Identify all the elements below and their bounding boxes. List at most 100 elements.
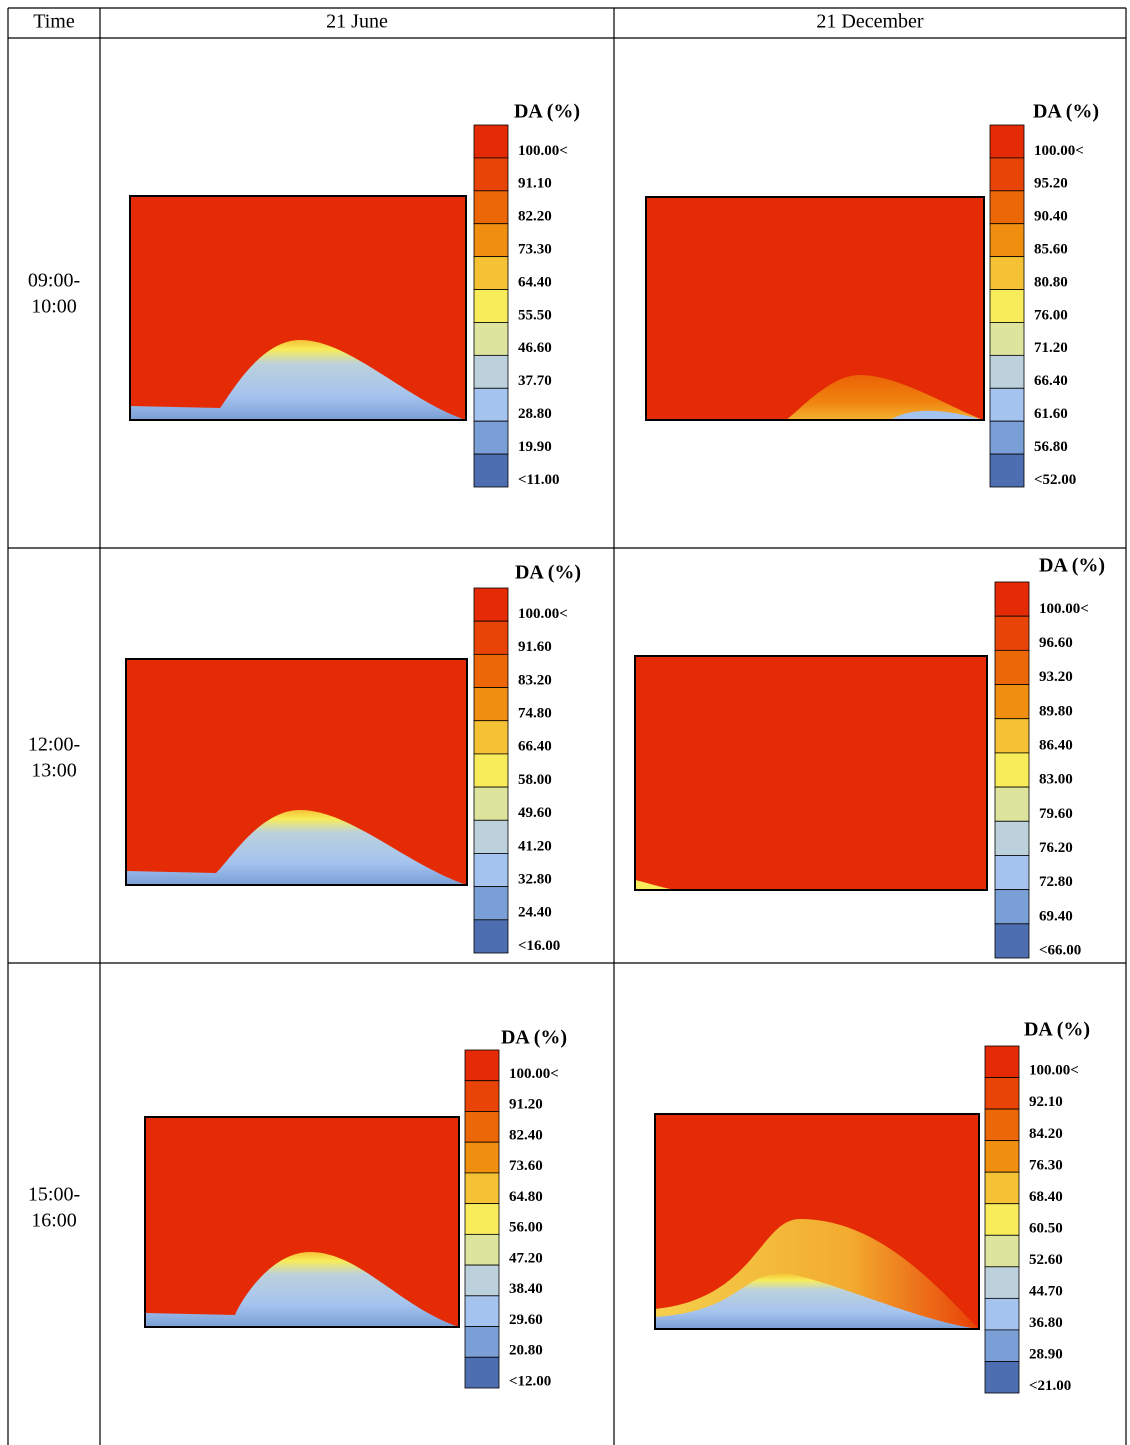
legend-label: <21.00 xyxy=(1029,1378,1071,1394)
legend-label: 80.80 xyxy=(1034,274,1068,290)
legend-label: <66.00 xyxy=(1039,943,1081,959)
legend-swatch xyxy=(989,322,1025,356)
legend-swatch xyxy=(989,354,1025,389)
legend-swatch xyxy=(984,1108,1020,1142)
legend-label: 95.20 xyxy=(1034,176,1068,192)
legend-label: 52.60 xyxy=(1029,1252,1063,1268)
legend-swatch xyxy=(989,223,1025,258)
heatmap-frame xyxy=(645,196,985,421)
legend-label: 60.50 xyxy=(1029,1220,1063,1236)
legend-label: 29.60 xyxy=(509,1312,543,1328)
legend-swatch xyxy=(984,1171,1020,1205)
legend-swatch xyxy=(994,615,1030,651)
legend-label: 85.60 xyxy=(1034,241,1068,257)
legend-label: 68.40 xyxy=(1029,1189,1063,1205)
legend-swatch xyxy=(989,289,1025,323)
legend-label: 100.00< xyxy=(509,1066,559,1082)
legend-title: DA (%) xyxy=(1039,555,1105,577)
legend-label: 64.80 xyxy=(509,1189,543,1205)
legend-label: 76.30 xyxy=(1029,1157,1063,1173)
legend-label: 71.20 xyxy=(1034,340,1068,356)
legend-swatch xyxy=(473,687,509,722)
legend-swatch xyxy=(994,786,1030,822)
legend-label: 56.80 xyxy=(1034,439,1068,455)
legend-swatch xyxy=(464,1356,500,1389)
legend-swatch xyxy=(994,889,1030,925)
legend-label: <52.00 xyxy=(1034,472,1076,488)
legend-label: 66.40 xyxy=(1034,373,1068,389)
legend-label: 64.40 xyxy=(518,274,552,290)
legend-label: 19.90 xyxy=(518,439,552,455)
legend-label: 90.40 xyxy=(1034,209,1068,225)
legend-label: 49.60 xyxy=(518,805,552,821)
header-cell: 21 June xyxy=(326,11,388,33)
legend-label: 96.60 xyxy=(1039,635,1073,651)
legend-swatch xyxy=(473,620,509,655)
legend-label: 73.60 xyxy=(509,1158,543,1174)
legend-label: 69.40 xyxy=(1039,908,1073,924)
legend-label: 28.90 xyxy=(1029,1347,1063,1363)
heatmap xyxy=(635,656,987,890)
legend-label: 92.10 xyxy=(1029,1094,1063,1110)
legend-swatch xyxy=(984,1140,1020,1173)
legend-label: 79.60 xyxy=(1039,806,1073,822)
legend-label: 93.20 xyxy=(1039,669,1073,685)
legend-label: 41.20 xyxy=(518,838,552,854)
legend-swatch xyxy=(994,855,1030,891)
legend-swatch xyxy=(994,820,1030,856)
legend-label: 100.00< xyxy=(1039,601,1089,617)
legend-label: 91.20 xyxy=(509,1097,543,1113)
legend-label: 100.00< xyxy=(1034,143,1084,159)
legend-swatch xyxy=(984,1266,1020,1299)
legend-label: 20.80 xyxy=(509,1343,543,1359)
legend-swatch xyxy=(994,649,1030,685)
legend-swatch xyxy=(473,124,509,159)
heatmap-low-region xyxy=(890,410,984,420)
legend-swatch xyxy=(984,1297,1020,1331)
legend-label: 100.00< xyxy=(518,143,568,159)
legend-label: 58.00 xyxy=(518,772,552,788)
heatmap-low-region xyxy=(126,810,467,885)
legend-label: 37.70 xyxy=(518,373,552,389)
legend-swatch xyxy=(473,289,509,323)
legend-swatch xyxy=(473,886,509,921)
legend-swatch xyxy=(989,453,1025,488)
heatmap-low-region xyxy=(635,880,675,890)
legend-label: 74.80 xyxy=(518,706,552,722)
legend-swatch xyxy=(994,752,1030,788)
legend-label: 86.40 xyxy=(1039,738,1073,754)
legend-swatch xyxy=(984,1234,1020,1268)
legend-swatch xyxy=(473,587,509,622)
legend-swatch xyxy=(473,753,509,788)
heatmap-frame xyxy=(634,655,988,891)
legend-label: 91.10 xyxy=(518,176,552,192)
legend-label: 55.50 xyxy=(518,307,552,323)
heatmap-low-region xyxy=(655,1273,979,1329)
legend-swatch xyxy=(473,223,509,258)
legend-label: 72.80 xyxy=(1039,874,1073,890)
legend-swatch xyxy=(473,387,509,422)
legend-title: DA (%) xyxy=(515,562,581,584)
legend-label: 91.60 xyxy=(518,639,552,655)
time-label: 09:00- xyxy=(28,270,80,292)
legend-swatch xyxy=(994,923,1030,959)
legend-title: DA (%) xyxy=(501,1027,567,1049)
legend-swatch xyxy=(989,157,1025,192)
legend-swatch xyxy=(984,1361,1020,1394)
legend-swatch xyxy=(473,190,509,225)
legend-swatch xyxy=(464,1233,500,1266)
legend-swatch xyxy=(473,653,509,688)
heatmap-low-region xyxy=(786,375,984,420)
legend-swatch xyxy=(989,387,1025,422)
legend-swatch xyxy=(989,256,1025,290)
legend-label: <12.00 xyxy=(509,1373,551,1389)
legend-swatch xyxy=(464,1295,500,1327)
legend-label: 100.00< xyxy=(1029,1063,1079,1079)
legend-label: 73.30 xyxy=(518,241,552,257)
legend-swatch xyxy=(984,1077,1020,1110)
legend-swatch xyxy=(994,684,1030,720)
legend-label: 83.00 xyxy=(1039,772,1073,788)
legend-label: 44.70 xyxy=(1029,1283,1063,1299)
